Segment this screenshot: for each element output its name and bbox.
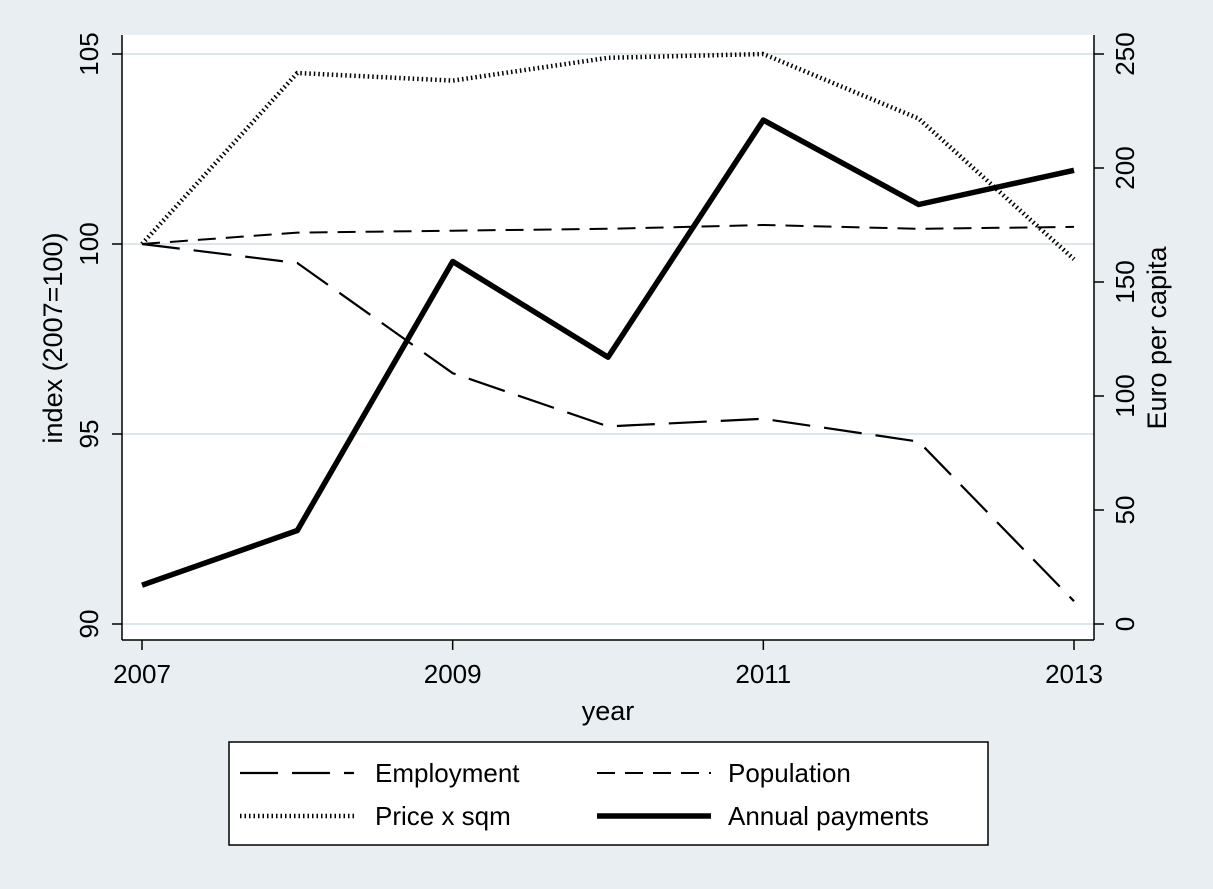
y-right-tick-label-250: 250 [1110,32,1140,75]
plot-area [122,35,1094,640]
series-line-price-x-sqm [140,51,1076,261]
x-tick-label-2009: 2009 [424,659,482,689]
x-tick-label-2013: 2013 [1045,659,1103,689]
tick-marks [112,53,1104,650]
y-axis-label-left: index (2007=100) [38,233,68,444]
y-axis-label-right: Euro per capita [1142,245,1172,429]
y-left-tick-label-90: 90 [74,610,104,639]
y-left-tick-label-100: 100 [74,222,104,265]
y-right-tick-label-200: 200 [1110,146,1140,189]
series-line-annual-payments [141,117,1075,588]
legend-label-annual-payments: Annual payments [728,801,929,831]
legend-label-population: Population [728,758,851,788]
tick-labels: 90 95 100 105 0 50 100 150 200 250 2007 2009 2011 201… [74,32,1140,689]
legend: Employment Population Price x sqm Annual pa… [228,741,989,846]
legend-label-employment: Employment [375,758,520,788]
y-right-tick-label-50: 50 [1110,496,1140,525]
y-right-tick-label-150: 150 [1110,260,1140,303]
x-axis-label: year [582,696,635,726]
axes [121,35,1095,641]
y-right-tick-label-100: 100 [1110,374,1140,417]
series-line-employment [141,242,1075,602]
series-lines [140,51,1076,602]
gridlines [122,53,1094,625]
y-right-tick-label-0: 0 [1110,617,1140,631]
y-left-tick-label-95: 95 [74,420,104,449]
legend-label-price-x-sqm: Price x sqm [375,801,511,831]
x-tick-label-2007: 2007 [113,659,171,689]
legend-box [228,741,989,846]
x-tick-label-2011: 2011 [735,659,791,689]
y-left-tick-label-105: 105 [74,32,104,75]
series-line-population [141,224,1075,245]
